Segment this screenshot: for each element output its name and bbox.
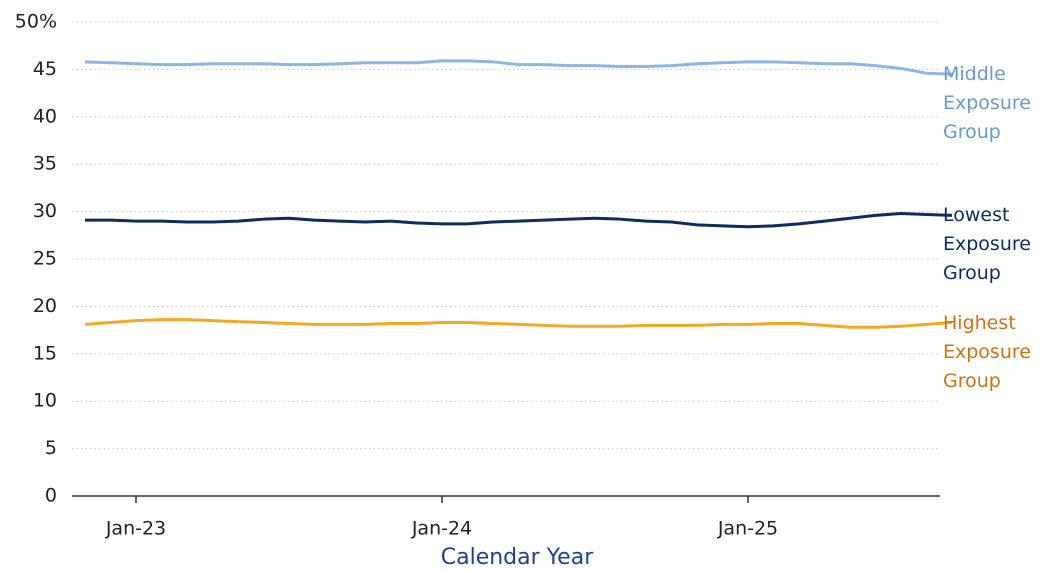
x-tick-label: Jan-24: [411, 518, 472, 540]
x-axis-title: Calendar Year: [441, 545, 594, 570]
series-label: Middle Exposure Group: [943, 63, 1031, 144]
y-tick-label: 20: [33, 295, 57, 317]
y-tick-label: 50%: [15, 11, 57, 33]
y-tick-label: 30: [33, 200, 57, 222]
series-line: [84, 318, 953, 329]
y-tick-label: 5: [45, 437, 57, 459]
y-tick-label: 25: [33, 248, 57, 270]
y-tick-label: 10: [33, 390, 57, 412]
y-tick-label: 0: [45, 485, 57, 507]
y-tick-label: 35: [33, 153, 57, 175]
x-tick-label: Jan-25: [717, 518, 778, 540]
y-tick-label: 15: [33, 342, 57, 364]
series-label: Highest Exposure Group: [943, 311, 1031, 392]
series-line: [85, 211, 953, 229]
series-label: Lowest Exposure Group: [943, 204, 1031, 285]
y-tick-label: 40: [33, 105, 57, 127]
y-tick-label: 45: [33, 58, 57, 80]
series-line: [84, 59, 953, 76]
x-tick-label: Jan-23: [105, 518, 166, 540]
